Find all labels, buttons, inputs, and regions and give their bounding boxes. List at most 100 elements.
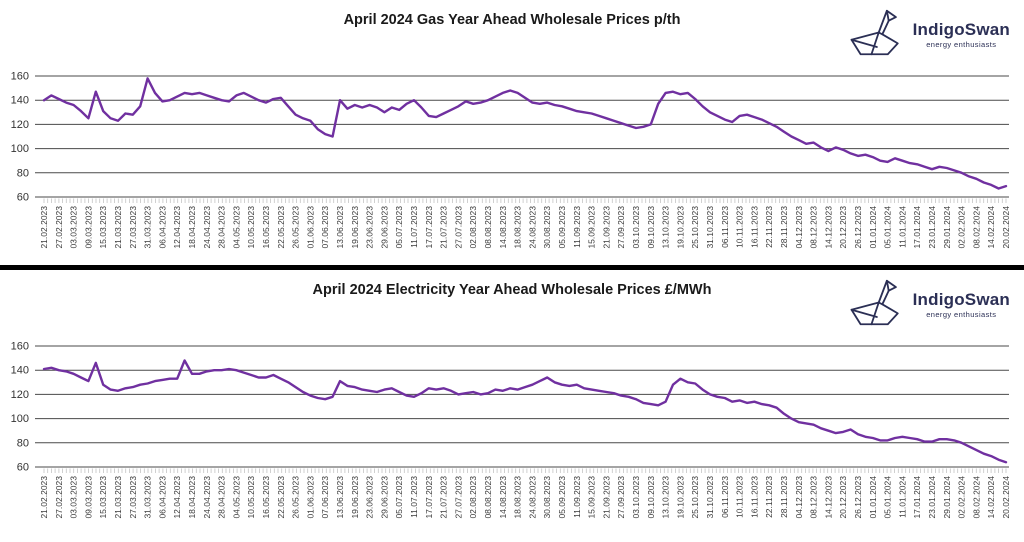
svg-text:120: 120 [11,119,29,131]
x-axis-labels: 21.02.2023 27.02.2023 03.03.2023 09.03.2023… [39,206,1011,249]
logo-text: IndigoSwan energy enthusiasts [913,291,1010,319]
svg-text:31.03.2023: 31.03.2023 [143,476,153,519]
svg-text:26.05.2023: 26.05.2023 [291,206,301,249]
y-axis-labels: 160 140 120 100 80 60 [11,341,29,474]
svg-text:10.05.2023: 10.05.2023 [246,476,256,519]
price-line [42,77,1008,190]
svg-text:01.01.2024: 01.01.2024 [868,206,878,249]
svg-text:04.05.2023: 04.05.2023 [231,206,241,249]
svg-text:15.09.2023: 15.09.2023 [587,476,597,519]
gas-price-line-chart: 160 140 120 100 80 60 21.02.2023 27.02.2023 03.0… [11,71,1011,249]
svg-text:22.11.2023: 22.11.2023 [764,476,774,518]
svg-text:31.10.2023: 31.10.2023 [705,476,715,519]
svg-text:08.02.2024: 08.02.2024 [971,476,981,519]
svg-text:10.11.2023: 10.11.2023 [735,476,745,518]
svg-text:11.01.2024: 11.01.2024 [897,476,907,518]
svg-text:18.04.2023: 18.04.2023 [187,476,197,519]
svg-text:05.01.2024: 05.01.2024 [883,476,893,519]
x-axis-labels: 21.02.2023 27.02.2023 03.03.2023 09.03.2023… [39,476,1011,519]
svg-text:06.04.2023: 06.04.2023 [157,206,167,249]
svg-text:12.04.2023: 12.04.2023 [172,206,182,249]
svg-text:27.07.2023: 27.07.2023 [453,476,463,519]
svg-text:13.10.2023: 13.10.2023 [661,476,671,519]
svg-text:27.09.2023: 27.09.2023 [616,206,626,249]
svg-text:21.09.2023: 21.09.2023 [601,206,611,249]
svg-text:29.06.2023: 29.06.2023 [379,476,389,519]
svg-text:09.10.2023: 09.10.2023 [646,476,656,519]
svg-text:24.08.2023: 24.08.2023 [527,476,537,519]
svg-text:05.07.2023: 05.07.2023 [394,206,404,249]
svg-text:21.02.2023: 21.02.2023 [39,476,49,519]
svg-text:23.01.2024: 23.01.2024 [927,476,937,519]
svg-text:20.02.2024: 20.02.2024 [1001,476,1011,519]
svg-text:23.06.2023: 23.06.2023 [365,476,375,519]
svg-text:15.03.2023: 15.03.2023 [98,476,108,519]
svg-text:10.11.2023: 10.11.2023 [735,206,745,248]
svg-text:16.05.2023: 16.05.2023 [261,206,271,249]
svg-text:16.11.2023: 16.11.2023 [749,206,759,248]
svg-text:16.05.2023: 16.05.2023 [261,476,271,519]
svg-text:17.07.2023: 17.07.2023 [424,206,434,249]
svg-text:26.12.2023: 26.12.2023 [853,476,863,519]
svg-text:27.03.2023: 27.03.2023 [128,476,138,519]
svg-text:11.09.2023: 11.09.2023 [572,476,582,518]
logo-name: IndigoSwan [912,290,1010,309]
svg-text:06.11.2023: 06.11.2023 [720,476,730,518]
svg-text:14.02.2024: 14.02.2024 [986,206,996,249]
svg-text:13.06.2023: 13.06.2023 [335,206,345,249]
svg-text:04.12.2023: 04.12.2023 [794,206,804,249]
svg-text:05.09.2023: 05.09.2023 [557,476,567,519]
svg-text:29.01.2024: 29.01.2024 [942,206,952,249]
svg-text:28.04.2023: 28.04.2023 [217,476,227,519]
gridlines [35,75,1009,198]
svg-text:08.02.2024: 08.02.2024 [971,206,981,249]
svg-text:26.12.2023: 26.12.2023 [853,206,863,249]
svg-text:11.01.2024: 11.01.2024 [897,206,907,248]
svg-text:09.03.2023: 09.03.2023 [83,206,93,249]
logo-text: IndigoSwan energy enthusiasts [913,21,1010,49]
gas-chart-title: April 2024 Gas Year Ahead Wholesale Pric… [343,12,681,28]
svg-text:11.07.2023: 11.07.2023 [409,206,419,248]
indigoswan-logo: IndigoSwan energy enthusiasts [847,278,1010,332]
svg-text:60: 60 [17,192,29,204]
svg-text:05.01.2024: 05.01.2024 [883,206,893,249]
gridlines [35,345,1009,468]
svg-text:08.08.2023: 08.08.2023 [483,476,493,519]
svg-text:06.11.2023: 06.11.2023 [720,206,730,248]
svg-text:80: 80 [17,437,29,449]
svg-text:14.02.2024: 14.02.2024 [986,476,996,519]
svg-text:100: 100 [11,413,29,425]
svg-text:01.06.2023: 01.06.2023 [305,476,315,519]
svg-text:02.08.2023: 02.08.2023 [468,206,478,249]
svg-text:01.01.2024: 01.01.2024 [868,476,878,519]
svg-text:03.03.2023: 03.03.2023 [69,206,79,249]
svg-text:14.08.2023: 14.08.2023 [498,476,508,519]
svg-text:22.11.2023: 22.11.2023 [764,206,774,248]
svg-text:80: 80 [17,167,29,179]
logo-tagline: energy enthusiasts [926,310,997,319]
svg-text:25.10.2023: 25.10.2023 [690,476,700,519]
svg-text:17.01.2024: 17.01.2024 [912,206,922,249]
svg-text:03.10.2023: 03.10.2023 [631,206,641,249]
svg-text:120: 120 [11,389,29,401]
svg-text:21.07.2023: 21.07.2023 [439,206,449,249]
svg-text:18.04.2023: 18.04.2023 [187,206,197,249]
svg-text:140: 140 [11,95,29,107]
svg-text:17.01.2024: 17.01.2024 [912,476,922,519]
svg-text:60: 60 [17,462,29,474]
minor-tick-strip [43,198,1007,203]
svg-text:20.12.2023: 20.12.2023 [838,206,848,249]
svg-text:24.08.2023: 24.08.2023 [527,206,537,249]
svg-text:28.11.2023: 28.11.2023 [779,206,789,248]
price-line [42,359,1008,464]
svg-text:26.05.2023: 26.05.2023 [291,476,301,519]
svg-text:08.12.2023: 08.12.2023 [809,476,819,519]
svg-text:29.01.2024: 29.01.2024 [942,476,952,519]
svg-text:10.05.2023: 10.05.2023 [246,206,256,249]
svg-text:14.12.2023: 14.12.2023 [823,476,833,519]
svg-text:31.03.2023: 31.03.2023 [143,206,153,249]
svg-text:22.05.2023: 22.05.2023 [276,476,286,519]
origami-swan-icon [847,8,905,62]
svg-text:19.10.2023: 19.10.2023 [675,476,685,519]
svg-text:23.06.2023: 23.06.2023 [365,206,375,249]
